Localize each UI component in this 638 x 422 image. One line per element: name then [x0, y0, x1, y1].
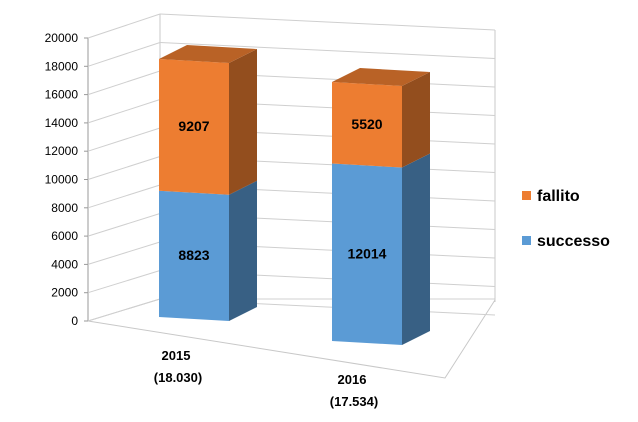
y-tick-label: 10000 [45, 173, 79, 187]
legend-swatch-successo [522, 236, 531, 245]
gridline-left [87, 13, 161, 39]
category-label: 2016 [338, 372, 367, 387]
category-subtitle: (18.030) [154, 370, 202, 385]
data-label: 9207 [178, 118, 209, 134]
y-tick-label: 4000 [51, 257, 78, 271]
legend-swatch-fallito [522, 191, 531, 200]
gridline-left [87, 70, 161, 96]
bar-segment-successo-2015: 8823 [159, 180, 257, 321]
legend-label-successo: successo [537, 233, 610, 250]
y-tick-label: 14000 [45, 116, 79, 130]
gridline-left [87, 241, 161, 265]
chart-walls [87, 14, 496, 379]
bar-front-face [159, 190, 229, 321]
y-tick-label: 8000 [51, 201, 78, 215]
gridline-left [87, 99, 161, 124]
y-tick-label: 2000 [51, 286, 78, 300]
gridline-left [87, 270, 161, 294]
y-tick-label: 16000 [45, 88, 79, 102]
y-tick-label: 6000 [51, 229, 78, 243]
gridline-back [159, 13, 496, 31]
data-label: 8823 [178, 247, 209, 263]
bar-segment-fallito-2016: 5520 [332, 68, 430, 168]
gridline-left [87, 156, 161, 180]
data-label: 12014 [348, 245, 387, 261]
y-tick-label: 18000 [45, 59, 79, 73]
legend: fallito successo [522, 188, 610, 250]
category-label: 2015 [162, 348, 191, 363]
bar-front-face [159, 59, 229, 195]
gridlines [87, 13, 496, 322]
y-tick-label: 12000 [45, 144, 79, 158]
floor-edge [87, 299, 496, 379]
gridline-left [87, 298, 161, 322]
data-label: 5520 [351, 116, 382, 132]
y-tick-label: 20000 [45, 31, 79, 45]
category-subtitle: (17.534) [330, 394, 378, 409]
gridline-left [87, 213, 161, 237]
bar-front-face [332, 163, 402, 345]
bar-top-face [332, 68, 430, 86]
bar-top-face [159, 45, 257, 63]
gridline-back [159, 42, 496, 59]
bar-side-face [229, 49, 257, 195]
gridline-left [87, 184, 161, 209]
legend-label-fallito: fallito [537, 188, 580, 205]
bar-front-face [332, 82, 402, 168]
bar-segment-fallito-2015: 9207 [159, 45, 257, 195]
gridline-left [87, 42, 161, 67]
bar-side-face [402, 72, 430, 168]
bar-segment-successo-2016: 12014 [332, 153, 430, 345]
bars: 8823 9207 12014 5520 [159, 45, 430, 345]
y-axis-ticks: 0 2000 4000 6000 8000 10000 12000 14000 16000 180… [45, 31, 88, 328]
gridline-left [87, 127, 161, 152]
y-tick-label: 0 [71, 314, 78, 328]
bar-side-face [402, 153, 430, 345]
bar-side-face [229, 180, 257, 321]
category-labels: 2015 (18.030) 2016 (17.534) [154, 348, 378, 409]
